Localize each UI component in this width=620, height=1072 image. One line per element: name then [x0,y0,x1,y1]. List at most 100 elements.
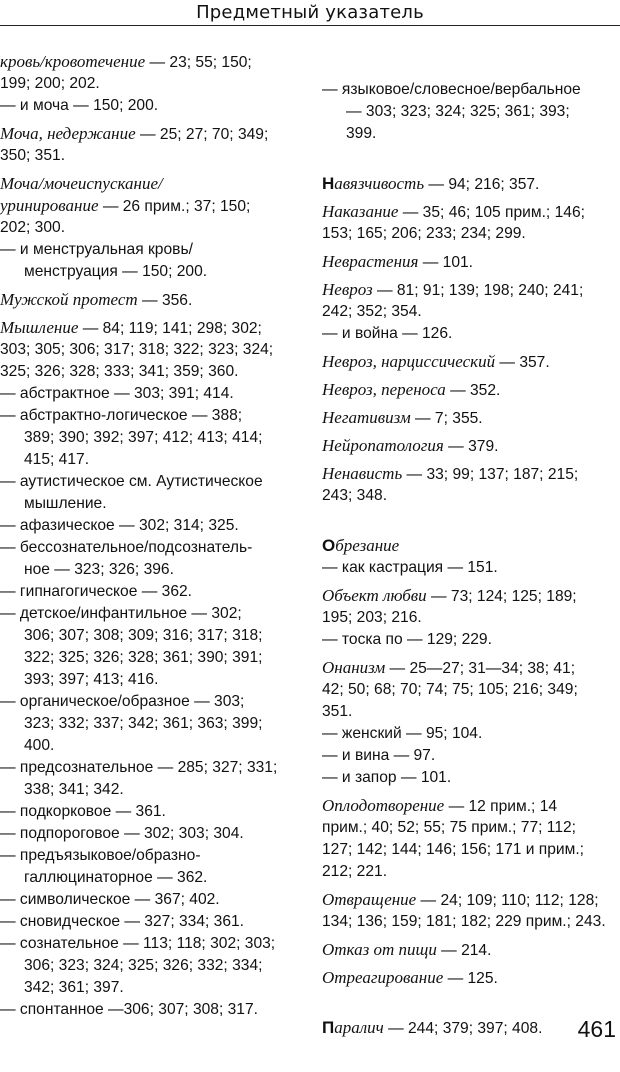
entry-line: Онанизм — 25—27; 31—34; 38; 41; [322,657,620,679]
entry-line: — спонтанное —306; 307; 308; 317. [0,999,305,1021]
index-subentry: — как кастрация — 151. [322,557,620,579]
index-entry: Оплодотворение — 12 прим.; 14 прим.; 40; … [322,795,620,883]
index-subentry: — органическое/образное — 303; 323; 332; … [0,691,305,757]
index-entry: Моча, недержание — 25; 27; 70; 349; 350; … [0,123,305,167]
index-column-left: кровь/кровотечение — 23; 55; 150; 199; 20… [0,51,305,1021]
subentry-text: — бессознательное/подсознатель- [0,539,253,556]
index-entry: Невроз — 81; 91; 139; 198; 240; 241; 242;… [322,279,620,323]
index-entry: Навязчивость — 94; 216; 357. [322,173,620,195]
entry-line: Наказание — 35; 46; 105 прим.; 146; [322,201,620,223]
entry-refs: — 33; 99; 137; 187; 215; [402,466,579,483]
index-subentry: — спонтанное —306; 307; 308; 317. [0,999,305,1021]
index-subentry: — сознательное — 113; 118; 302; 303; 306;… [0,933,305,999]
index-subentry: — и запор — 101. [322,767,620,789]
subentry-text: — гипнагогическое — 362. [0,583,193,600]
entry-refs: — 25—27; 31—34; 38; 41; [385,660,576,677]
entry-term: Ненависть [322,464,403,483]
entry-term: кровь/кровотечение [0,52,146,71]
entry-refs: — 26 прим.; 37; 150; [98,198,251,215]
subentry-text: — и менструальная кровь/ [0,241,193,258]
continuation-line: 199; 200; 202. [0,75,100,92]
index-column-right: — языковое/словесное/вербальное — 303; 32… [322,79,620,1039]
entry-refs: — 73; 124; 125; 189; [426,588,577,605]
subentry-text: — и запор — 101. [322,769,452,786]
subentry-text: — афазическое — 302; 314; 325. [0,517,239,534]
continuation-line: 127; 142; 144; 146; 156; 171 и прим.; [322,841,585,858]
index-entry: Мужской протест — 356. [0,289,305,311]
entry-term: Невроз, нарциссический [322,352,496,371]
entry-refs: — 25; 27; 70; 349; [135,126,269,143]
entry-term: аралич [334,1018,384,1037]
index-subentry: — тоска по — 129; 229. [322,629,620,651]
entry-line: — подпороговое — 302; 303; 304. [0,823,305,845]
entry-line: Отвращение — 24; 109; 110; 112; 128; [322,889,620,911]
entry-term: Отвращение [322,890,417,909]
continuation-line: 338; 341; 342. [24,781,124,798]
index-entry: Неврастения — 101. [322,251,620,273]
entry-line: Моча/мочеиспускание/ [0,173,305,195]
running-header: Предметный указатель [0,0,620,26]
index-subentry: — аутистическое см. Аутистическое мышлени… [0,471,305,515]
entry-term: Мышление [0,318,79,337]
subentry-text: — аутистическое см. Аутистическое [0,473,263,490]
index-subentry: — и менструальная кровь/менструация — 15… [0,239,305,283]
entry-term: Мужской протест [0,290,138,309]
letter-group-gap [322,507,620,529]
subentry-text: — детское/инфантильное — 302; [0,605,242,622]
entry-term: авязчивость [334,174,425,193]
continuation-line: 243; 348. [322,487,388,504]
continuation-line: ное — 323; 326; 396. [24,561,174,578]
entry-line: Отреагирование — 125. [322,967,620,989]
index-subentry: — сновидческое — 327; 334; 361. [0,911,305,933]
subentry-text: — языковое/словесное/вербальное [322,81,581,98]
entry-refs: — 23; 55; 150; [145,54,252,71]
index-entry: кровь/кровотечение — 23; 55; 150; 199; 20… [0,51,305,95]
index-subentry: — гипнагогическое — 362. [0,581,305,603]
continuation-line: 134; 136; 159; 181; 182; 229 прим.; 243. [322,913,606,930]
entry-term-continued: уринирование [0,196,99,215]
index-entry: Мышление — 84; 119; 141; 298; 302; 303; 3… [0,317,305,383]
continuation-line: 351. [322,703,353,720]
index-subentry: — предсознательное — 285; 327; 331; 338; … [0,757,305,801]
entry-line: Объект любви — 73; 124; 125; 189; [322,585,620,607]
entry-line: — и моча — 150; 200. [0,95,305,117]
letter-initial: О [322,536,336,555]
continuation-line: 399. [346,125,377,142]
entry-line: — афазическое — 302; 314; 325. [0,515,305,537]
entry-refs: — 35; 46; 105 прим.; 146; [398,204,585,221]
page-number: 461 [577,1016,616,1042]
entry-line: Невроз — 81; 91; 139; 198; 240; 241; [322,279,620,301]
entry-line: Ненависть — 33; 99; 137; 187; 215; [322,463,620,485]
subentry-text: — сновидческое — 327; 334; 361. [0,913,245,930]
subentry-text: — как кастрация — 151. [322,559,498,576]
continuation-line: — 303; 323; 324; 325; 361; 393; [346,103,570,120]
continuation-line: прим.; 40; 52; 55; 75 прим.; 77; 112; [322,819,576,836]
entry-term: Моча, недержание [0,124,136,143]
entry-line: — подкорковое — 361. [0,801,305,823]
index-subentry: — женский — 95; 104. [322,723,620,745]
entry-line: Мышление — 84; 119; 141; 298; 302; [0,317,305,339]
continuation-line: 400. [24,737,55,754]
entry-line: Обрезание [322,535,620,557]
header-title: Предметный указатель [196,2,424,23]
continuation-line: менструация — 150; 200. [24,263,208,280]
entry-line: — бессознательное/подсознатель- [0,537,305,559]
index-entry: Нейропатология — 379. [322,435,620,457]
subentry-text: — спонтанное —306; 307; 308; 317. [0,1001,258,1018]
entry-refs: — 101. [418,254,474,271]
subentry-text: — и вина — 97. [322,747,436,764]
entry-term: Невроз, переноса [322,380,446,399]
entry-term: Онанизм [322,658,386,677]
entry-line: — органическое/образное — 303; [0,691,305,713]
entry-line: — как кастрация — 151. [322,557,620,579]
entry-line: Невроз, нарциссический — 357. [322,351,620,373]
index-entry: Паралич — 244; 379; 397; 408. [322,1017,620,1039]
entry-refs: — 125. [443,970,498,987]
entry-line: — тоска по — 129; 229. [322,629,620,651]
entry-term: Отказ от пищи [322,940,437,959]
subentry-text: — предсознательное — 285; 327; 331; [0,759,278,776]
index-entry: Наказание — 35; 46; 105 прим.; 146; 153; … [322,201,620,245]
subentry-text: — абстрактное — 303; 391; 414. [0,385,234,402]
entry-line: Мужской протест — 356. [0,289,305,311]
continuation-line: 342; 361; 397. [24,979,124,996]
